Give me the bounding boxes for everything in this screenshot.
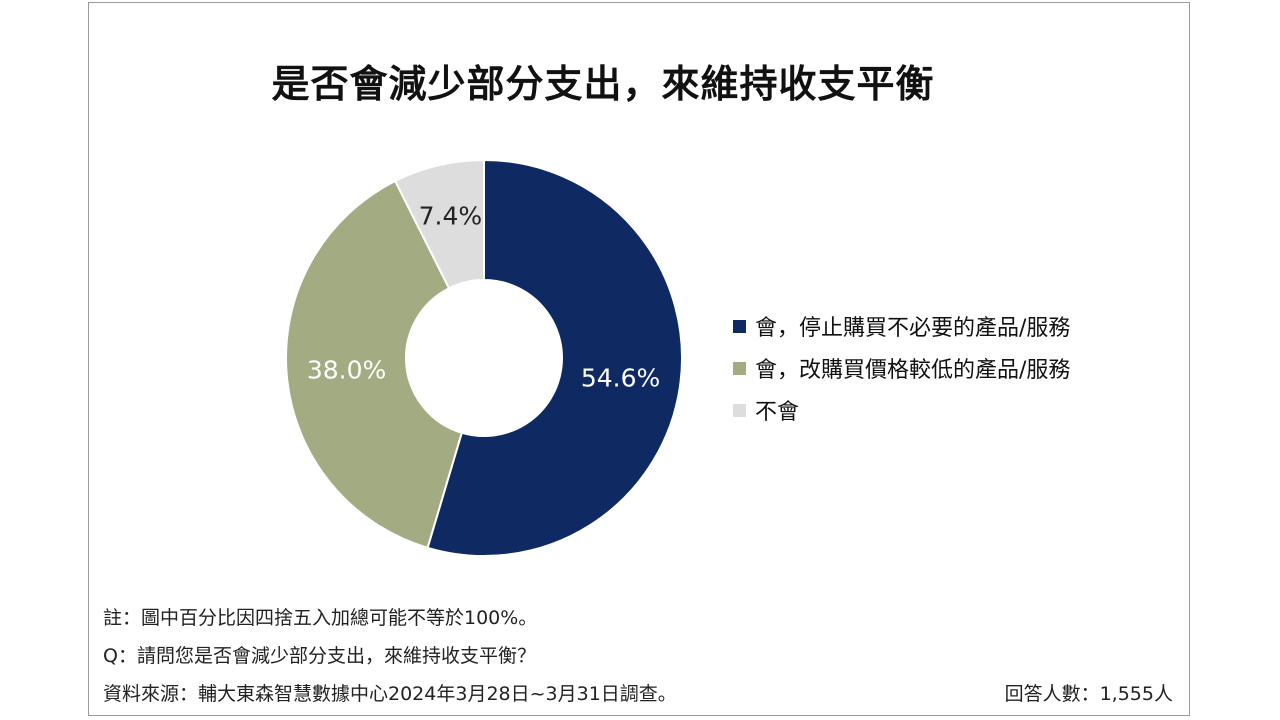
- respondent-count: 回答人數：1,555人: [1004, 683, 1173, 705]
- footnote: 註：圖中百分比因四捨五入加總可能不等於100%。: [103, 607, 538, 629]
- legend-label-buy-cheaper: 會，改購買價格較低的產品/服務: [755, 358, 1071, 383]
- legend-swatch-stop-buying: [733, 319, 746, 333]
- legend-label-no: 不會: [755, 400, 800, 425]
- slice-value-label-buy-cheaper: 38.0%: [307, 356, 386, 385]
- legend-item-stop-buying: 會，停止購買不必要的產品/服務: [733, 305, 1070, 347]
- legend-label-stop-buying: 會，停止購買不必要的產品/服務: [755, 316, 1071, 341]
- donut-slice-no: [393, 158, 485, 290]
- legend: 會，停止購買不必要的產品/服務 會，改購買價格較低的產品/服務 不會: [733, 305, 1070, 431]
- survey-question: Q：請問您是否會減少部分支出，來維持收支平衡？: [103, 645, 536, 667]
- legend-item-buy-cheaper: 會，改購買價格較低的產品/服務: [733, 347, 1070, 389]
- donut-slice-stop-buying: [426, 158, 683, 557]
- data-source: 資料來源：輔大東森智慧數據中心2024年3月28日~3月31日調查。: [103, 683, 677, 705]
- chart-title: 是否會減少部分支出，來維持收支平衡: [271, 62, 935, 106]
- legend-swatch-buy-cheaper: [733, 361, 746, 375]
- donut-slice-buy-cheaper: [285, 179, 464, 550]
- legend-swatch-no: [733, 403, 746, 417]
- chart-frame: 是否會減少部分支出，來維持收支平衡 54.6% 38.0% 7.4% 會，停止購買不…: [88, 2, 1190, 716]
- slice-value-label-no: 7.4%: [419, 201, 483, 230]
- donut-chart: 54.6% 38.0% 7.4%: [285, 158, 683, 557]
- legend-item-no: 不會: [733, 389, 1070, 431]
- slice-value-label-stop-buying: 54.6%: [581, 363, 660, 392]
